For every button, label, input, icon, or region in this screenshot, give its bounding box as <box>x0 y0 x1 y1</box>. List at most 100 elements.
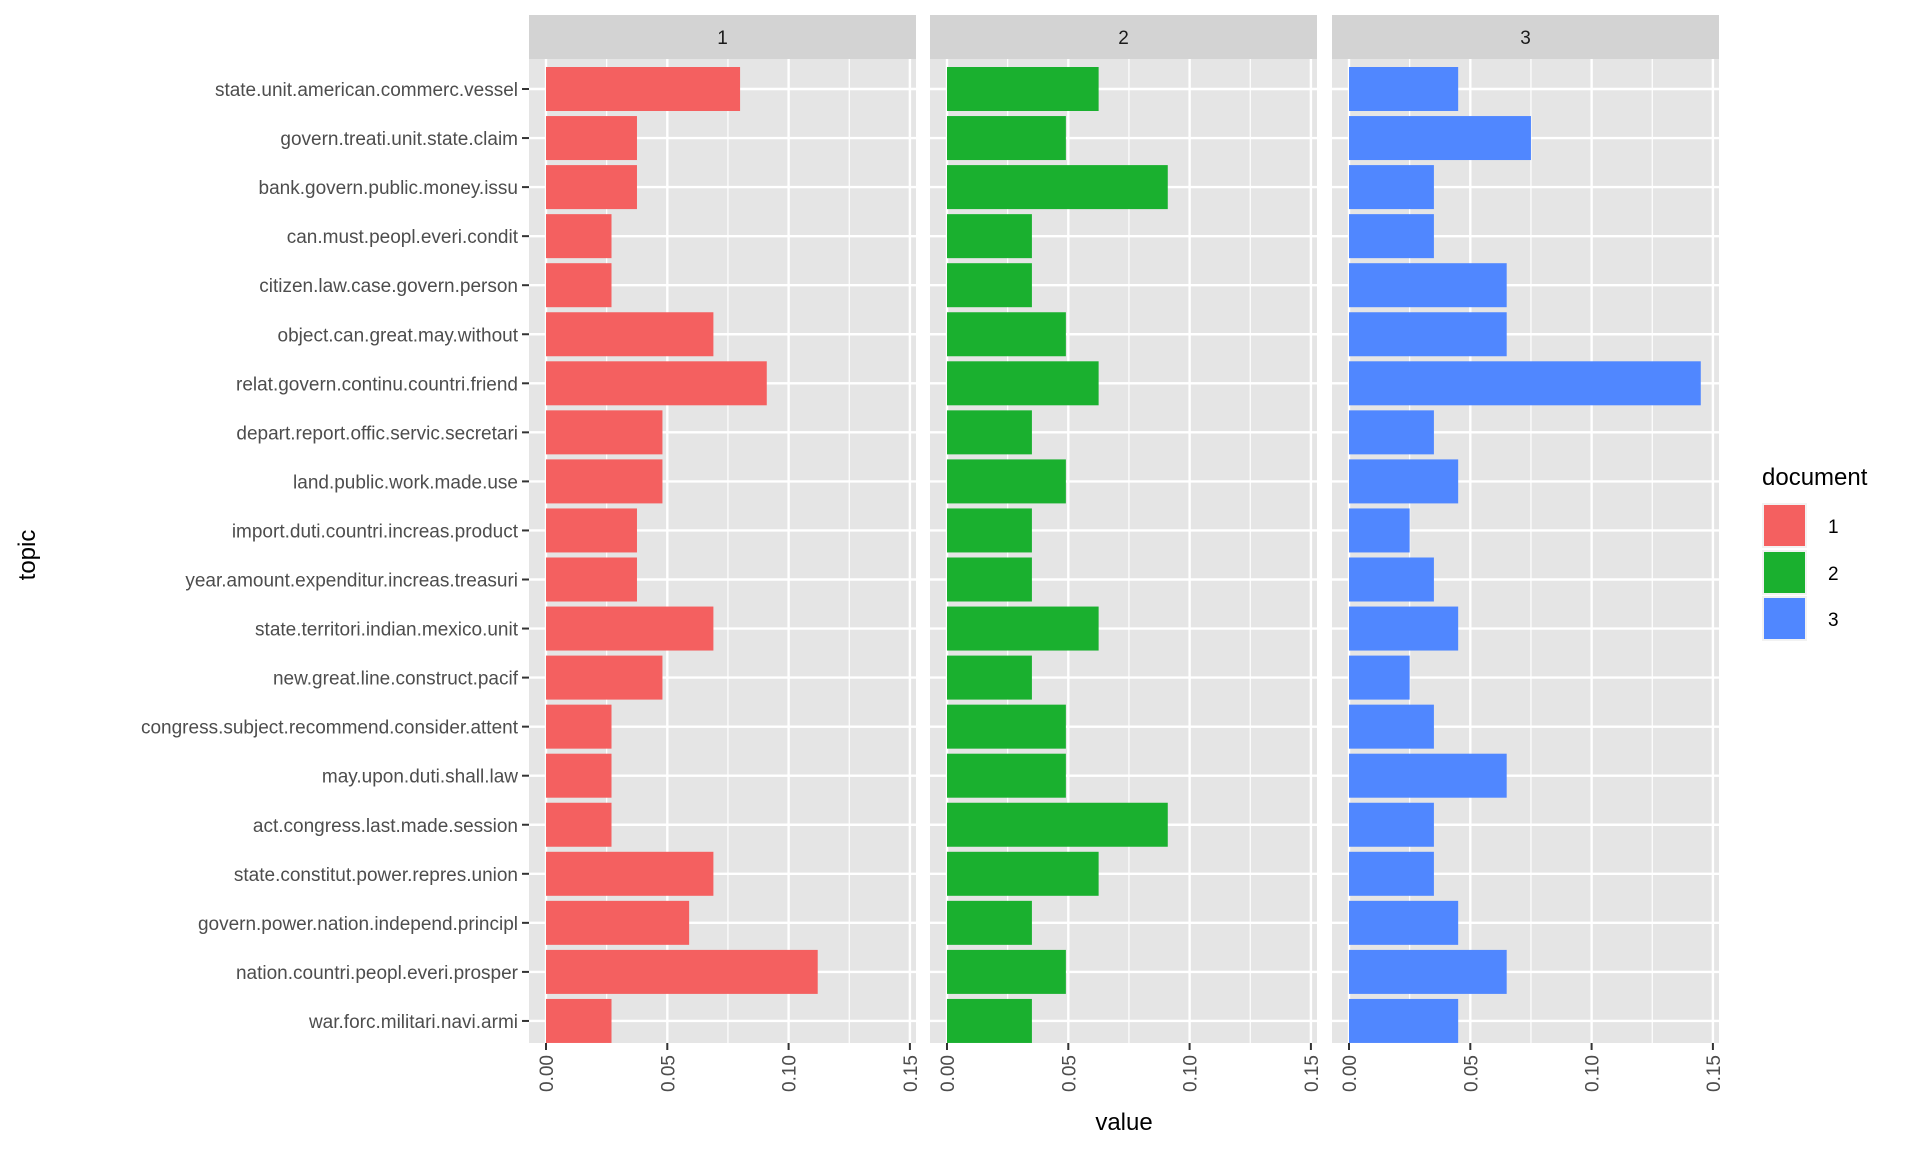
y-tick-label: act.congress.last.made.session <box>253 816 518 837</box>
legend-label-3: 3 <box>1828 610 1839 631</box>
facet-strip-label: 3 <box>1520 28 1531 49</box>
bar-doc3-7 <box>1349 361 1701 406</box>
bar-doc1-6 <box>546 312 714 357</box>
bar-doc1-5 <box>546 263 612 308</box>
bar-doc1-7 <box>546 361 767 406</box>
y-tick-label: year.amount.expenditur.increas.treasuri <box>185 571 518 592</box>
y-axis-tick-labels: state.unit.american.commerc.vessel govern… <box>141 80 529 1033</box>
bar-doc2-14 <box>947 704 1066 749</box>
bar-doc3-1 <box>1349 67 1459 111</box>
x-tick-label: 0.15 <box>901 1055 922 1092</box>
bar-doc3-12 <box>1349 606 1459 651</box>
y-tick-label: new.great.line.construct.pacif <box>273 669 519 690</box>
y-tick-label: nation.countri.peopl.everi.prosper <box>236 963 519 984</box>
x-axis-title: value <box>1095 1109 1152 1136</box>
bar-doc2-20 <box>947 998 1032 1043</box>
legend-keys: 1 2 3 <box>1762 503 1839 641</box>
bar-doc3-8 <box>1349 410 1434 455</box>
bar-doc2-4 <box>947 214 1032 259</box>
facet-strip <box>1332 15 1719 59</box>
y-tick-label: import.duti.countri.increas.product <box>232 521 519 542</box>
y-axis-title: topic <box>14 530 41 581</box>
y-tick-label: can.must.peopl.everi.condit <box>287 227 519 248</box>
bar-doc1-1 <box>546 67 741 111</box>
bar-doc2-17 <box>947 851 1099 896</box>
y-tick-label: state.constitut.power.repres.union <box>234 865 518 886</box>
bar-doc1-12 <box>546 606 714 651</box>
bar-doc1-18 <box>546 900 690 945</box>
x-tick-label: 0.10 <box>780 1055 801 1092</box>
legend-title: document <box>1762 464 1868 491</box>
x-tick-label: 0.15 <box>1302 1055 1323 1092</box>
x-tick-label: 0.05 <box>1059 1055 1080 1092</box>
bar-doc1-19 <box>546 949 818 994</box>
bar-doc2-15 <box>947 753 1066 798</box>
x-tick-label: 0.10 <box>1181 1055 1202 1092</box>
y-tick-label: land.public.work.made.use <box>293 472 518 493</box>
bar-doc2-13 <box>947 655 1032 700</box>
bar-doc3-10 <box>1349 508 1410 553</box>
bar-doc1-8 <box>546 410 663 455</box>
x-tick-label: 0.00 <box>1340 1055 1361 1092</box>
facet-panel-2: 2 0.00 0.05 0.10 0.15 <box>930 15 1323 1092</box>
bar-doc3-9 <box>1349 459 1459 504</box>
facet-strip-label: 1 <box>717 28 728 49</box>
y-tick-label: state.unit.american.commerc.vessel <box>215 80 518 101</box>
bar-doc3-14 <box>1349 704 1434 749</box>
bar-doc1-10 <box>546 508 637 553</box>
y-tick-label: war.forc.militari.navi.armi <box>308 1012 518 1033</box>
facet-strip <box>930 15 1317 59</box>
y-tick-label: may.upon.duti.shall.law <box>322 767 518 788</box>
legend: document 1 2 3 <box>1762 464 1868 641</box>
y-tick-label: govern.power.nation.independ.principl <box>198 914 518 935</box>
y-tick-label: citizen.law.case.govern.person <box>259 276 518 297</box>
bar-doc1-20 <box>546 998 612 1043</box>
facet-strip <box>529 15 916 59</box>
bar-doc1-9 <box>546 459 663 504</box>
bar-doc3-11 <box>1349 557 1434 602</box>
legend-key-3 <box>1764 598 1805 639</box>
bar-doc2-7 <box>947 361 1099 406</box>
facet-panel-1: 1 0.00 0.05 0.10 0.15 <box>529 15 922 1092</box>
y-tick-label: relat.govern.continu.countri.friend <box>236 374 518 395</box>
bar-doc1-14 <box>546 704 612 749</box>
legend-label-1: 1 <box>1828 517 1839 538</box>
bar-doc2-11 <box>947 557 1032 602</box>
bar-doc3-20 <box>1349 998 1459 1043</box>
bar-doc1-13 <box>546 655 663 700</box>
bar-doc3-3 <box>1349 165 1434 210</box>
bar-doc2-3 <box>947 165 1168 210</box>
legend-key-1 <box>1764 505 1805 546</box>
bar-doc1-17 <box>546 851 714 896</box>
bar-doc3-17 <box>1349 851 1434 896</box>
bar-doc1-16 <box>546 802 612 847</box>
bar-doc3-5 <box>1349 263 1507 308</box>
x-tick-label: 0.15 <box>1704 1055 1725 1092</box>
y-tick-label: object.can.great.may.without <box>278 325 519 346</box>
bar-doc2-12 <box>947 606 1099 651</box>
bar-doc3-13 <box>1349 655 1410 700</box>
facet-panel-3: 3 0.00 0.05 0.10 0.15 <box>1332 15 1725 1092</box>
legend-label-2: 2 <box>1828 564 1839 585</box>
bar-doc2-1 <box>947 67 1099 111</box>
bar-doc2-16 <box>947 802 1168 847</box>
y-tick-label: congress.subject.recommend.consider.atte… <box>141 718 519 739</box>
bar-doc2-19 <box>947 949 1066 994</box>
bar-doc2-5 <box>947 263 1032 308</box>
bar-doc3-19 <box>1349 949 1507 994</box>
bar-doc2-9 <box>947 459 1066 504</box>
y-tick-label: depart.report.offic.servic.secretari <box>236 423 518 444</box>
bar-doc2-2 <box>947 116 1066 161</box>
bar-doc1-15 <box>546 753 612 798</box>
y-tick-label: state.territori.indian.mexico.unit <box>255 620 519 641</box>
bar-doc2-18 <box>947 900 1032 945</box>
bar-doc3-16 <box>1349 802 1434 847</box>
bar-doc3-4 <box>1349 214 1434 259</box>
x-tick-label: 0.05 <box>1461 1055 1482 1092</box>
bar-doc1-11 <box>546 557 637 602</box>
bar-doc3-18 <box>1349 900 1459 945</box>
bar-doc1-3 <box>546 165 637 210</box>
bar-doc1-2 <box>546 116 637 161</box>
bar-doc1-4 <box>546 214 612 259</box>
